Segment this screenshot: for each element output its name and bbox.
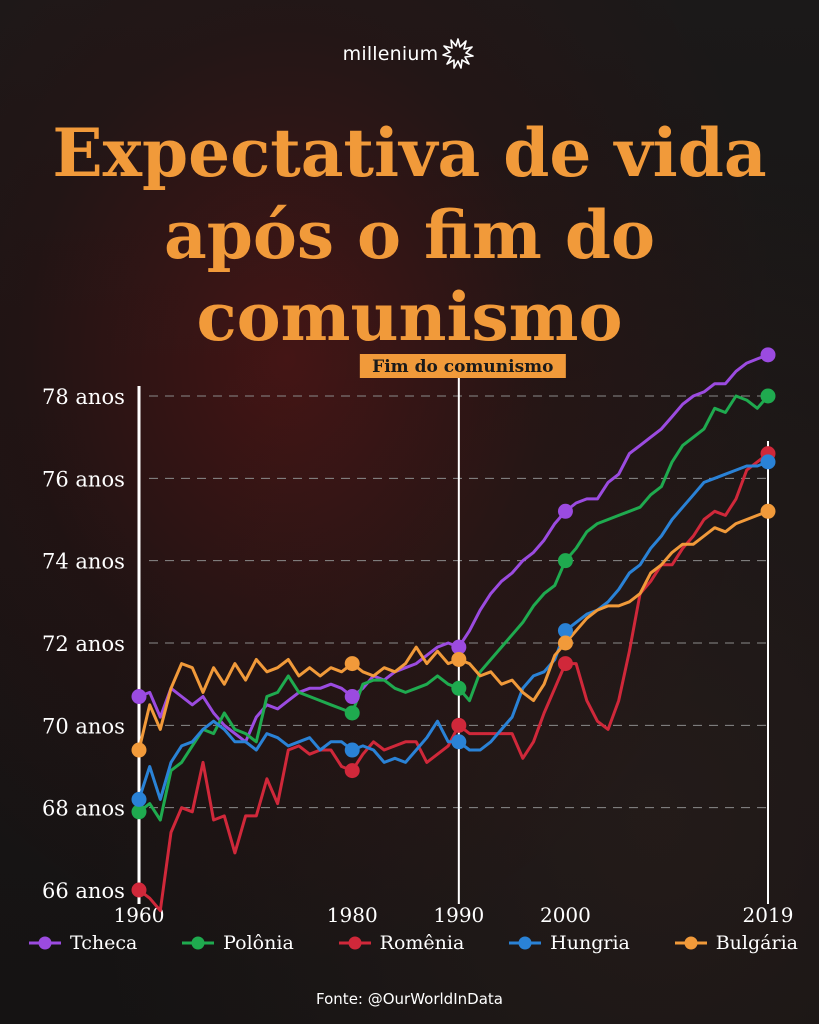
data-point-Romênia <box>451 717 467 733</box>
sunburst-icon <box>442 38 475 69</box>
title-line-1: Expectativa de vida <box>52 114 767 192</box>
legend-label: Bulgária <box>715 932 798 954</box>
title-line-2: após o fim do <box>163 196 656 274</box>
data-point-Bulgária <box>557 635 573 651</box>
data-point-Polônia <box>760 388 776 404</box>
data-point-Bulgária <box>344 656 360 672</box>
source-credit: Fonte: @OurWorldInData <box>316 990 503 1008</box>
legend-marker-icon <box>338 936 372 950</box>
y-tick-label: 78 anos <box>42 385 125 409</box>
legend-marker-icon <box>181 936 215 950</box>
y-tick-label: 72 anos <box>42 632 125 656</box>
data-point-Bulgária <box>451 651 467 667</box>
data-point-Hungria <box>131 791 147 807</box>
data-point-Polônia <box>451 680 467 696</box>
series-line-Hungria <box>137 460 769 801</box>
legend-marker-icon <box>674 936 708 950</box>
page-title: Expectativa de vida após o fim do comuni… <box>0 112 819 358</box>
data-point-Romênia <box>131 882 147 898</box>
data-point-Bulgária <box>131 742 147 758</box>
title-line-3: comunismo <box>196 278 623 356</box>
data-point-Tcheca <box>344 689 360 705</box>
legend-item-hungria: Hungria <box>508 932 630 954</box>
legend-item-tcheca: Tcheca <box>28 932 137 954</box>
y-tick-label: 74 anos <box>42 550 125 574</box>
data-point-Bulgária <box>760 503 776 519</box>
data-point-Romênia <box>557 656 573 672</box>
data-point-Hungria <box>557 623 573 639</box>
legend-item-polonia: Polônia <box>181 932 294 954</box>
data-point-Tcheca <box>131 689 147 705</box>
y-tick-label: 66 anos <box>42 879 125 903</box>
x-tick-label: 2000 <box>540 903 591 927</box>
legend-label: Romênia <box>379 932 465 954</box>
annotation-box <box>359 354 566 378</box>
data-point-Hungria <box>344 742 360 758</box>
data-point-Polônia <box>344 705 360 721</box>
brand-name: millenium <box>342 43 439 65</box>
data-point-Hungria <box>760 454 776 470</box>
series-line-Polônia <box>138 394 770 822</box>
data-point-Tcheca <box>451 639 467 655</box>
series-line-Bulgária <box>137 509 769 751</box>
legend-marker-icon <box>28 936 62 950</box>
x-tick-label: 2019 <box>743 903 794 927</box>
legend-item-romenia: Romênia <box>338 932 465 954</box>
legend-label: Hungria <box>550 932 630 954</box>
y-tick-label: 70 anos <box>42 714 125 738</box>
data-point-Hungria <box>451 734 467 750</box>
y-tick-label: 76 anos <box>42 467 125 491</box>
series-line-Romênia <box>138 452 769 913</box>
data-point-Tcheca <box>760 347 776 363</box>
chart-legend: Tcheca Polônia Romênia Hungria Bulgária <box>28 932 798 954</box>
data-point-Tcheca <box>557 503 573 519</box>
x-tick-label: 1990 <box>433 903 484 927</box>
legend-item-bulgaria: Bulgária <box>674 932 798 954</box>
data-point-Polônia <box>131 804 147 820</box>
y-tick-label: 68 anos <box>42 797 125 821</box>
life-expectancy-chart: 66 anos 68 anos 70 anos 72 anos 74 anos 76 an… <box>42 347 794 927</box>
data-point-Romênia <box>344 763 360 779</box>
data-point-Polônia <box>557 553 573 569</box>
brand-logo: millenium <box>0 36 819 72</box>
legend-marker-icon <box>508 936 542 950</box>
x-tick-label: 1980 <box>327 903 378 927</box>
legend-label: Tcheca <box>70 932 138 954</box>
annotation-label: Fim do comunismo <box>372 357 553 377</box>
legend-label: Polônia <box>223 932 294 954</box>
